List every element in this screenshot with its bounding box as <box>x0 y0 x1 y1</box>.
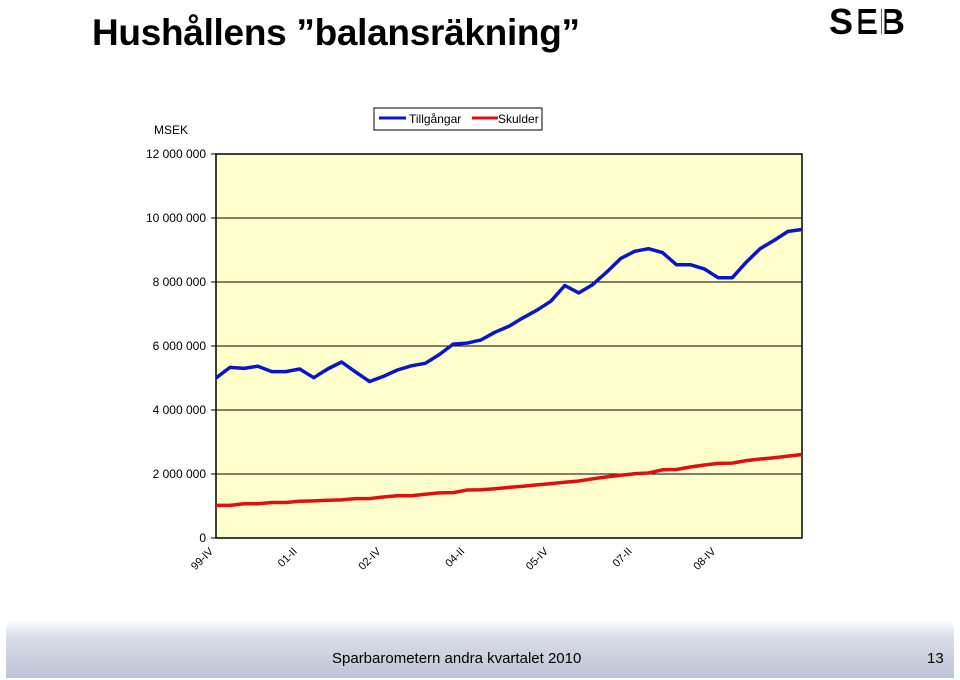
series-line-assets <box>214 227 803 384</box>
x-axis-ticks: 99-IV 01-II 02-IV 04-II 05-IV 07-II 08-IV <box>189 545 719 573</box>
page-title: Hushållens ”balansräkning” <box>92 12 580 53</box>
x-tick-label: 05-IV <box>524 545 552 573</box>
legend-label-assets: Tillgångar <box>409 112 461 126</box>
y-tick-label: 2 000 000 <box>153 467 207 481</box>
x-tick-label: 08-IV <box>691 545 719 573</box>
x-tick-label: 99-IV <box>189 545 217 573</box>
grid-lines <box>216 217 802 475</box>
x-tick-label: 04-II <box>443 546 467 570</box>
series-lines <box>214 227 803 508</box>
y-axis-unit-label: MSEK <box>154 123 188 137</box>
y-axis-ticks: 0 2 000 000 4 000 000 6 000 000 8 000 000 10 … <box>146 147 216 545</box>
balance-chart: 0 2 000 000 4 000 000 6 000 000 8 000 000 10 … <box>146 107 803 573</box>
x-tick-label: 01-II <box>276 546 300 570</box>
x-tick-label: 02-IV <box>356 545 384 573</box>
seb-logo: SEB <box>829 4 906 40</box>
footer-band <box>6 620 954 678</box>
y-tick-label: 0 <box>199 531 206 545</box>
x-tick-label: 07-II <box>611 546 635 570</box>
footer-text: Sparbarometern andra kvartalet 2010 <box>332 650 582 667</box>
legend-label-debts: Skulder <box>498 112 539 126</box>
logo-text: SEB <box>829 4 906 40</box>
y-tick-label: 8 000 000 <box>153 275 207 289</box>
y-tick-label: 6 000 000 <box>153 339 207 353</box>
legend: Tillgångar Skulder <box>373 107 543 131</box>
series-line-debts <box>216 452 803 508</box>
y-tick-label: 12 000 000 <box>146 147 206 161</box>
page-number: 13 <box>927 650 944 667</box>
y-tick-label: 10 000 000 <box>146 211 206 225</box>
y-tick-label: 4 000 000 <box>153 403 207 417</box>
